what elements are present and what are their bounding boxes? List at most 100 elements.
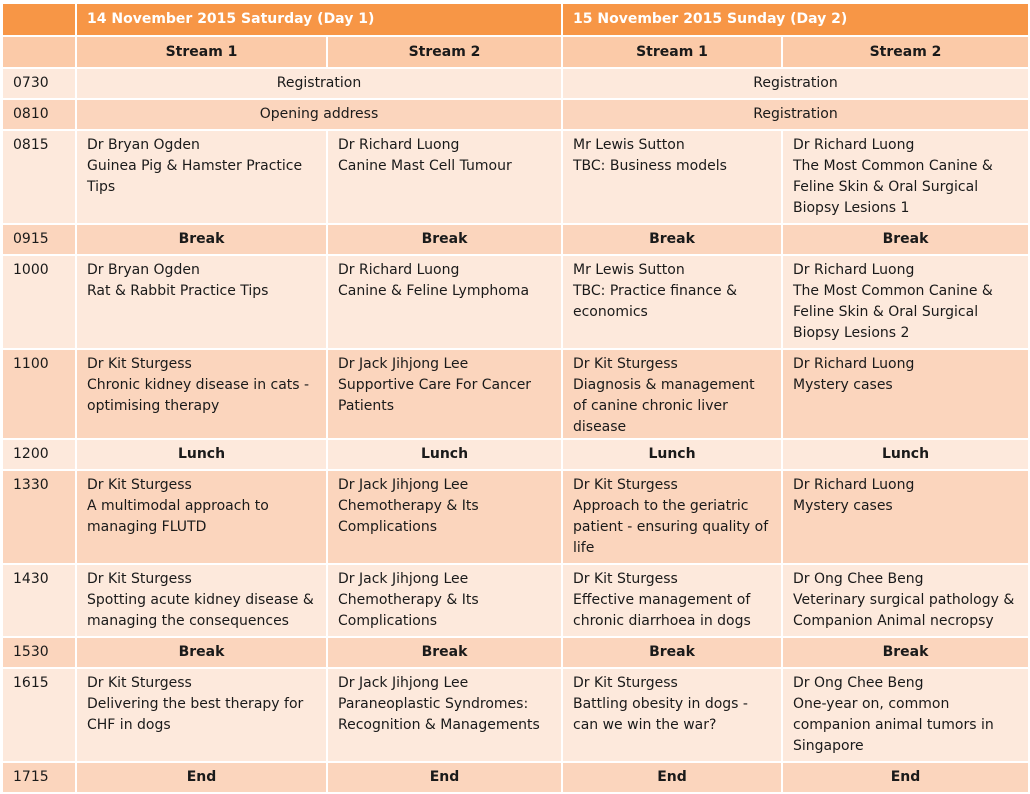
table-row: 0815 Dr Bryan Ogden Guinea Pig & Hamster … — [1, 129, 1030, 225]
session-cell: Dr Kit Sturgess Approach to the geriatric… — [561, 469, 783, 565]
topic: TBC: Business models — [573, 158, 727, 174]
session-cell: Dr Jack Jihjong Lee Chemotherapy & Its Co… — [326, 469, 563, 565]
speaker: Dr Kit Sturgess — [573, 356, 678, 372]
time-cell: 1100 — [1, 348, 77, 440]
time-cell: 0815 — [1, 129, 77, 225]
session-cell: Dr Richard Luong The Most Common Canine &… — [780, 129, 1030, 225]
break-cell: Break — [780, 223, 1030, 256]
session-cell: Dr Richard Luong Mystery cases — [780, 348, 1030, 440]
speaker: Dr Richard Luong — [338, 262, 460, 278]
stream-header: Stream 2 — [780, 35, 1030, 69]
speaker: Dr Richard Luong — [793, 262, 915, 278]
speaker: Dr Kit Sturgess — [573, 675, 678, 691]
break-cell: Break — [326, 636, 563, 669]
session-cell: Dr Kit Sturgess Battling obesity in dogs … — [561, 667, 783, 763]
break-cell: Break — [561, 223, 783, 256]
session-cell: Dr Kit Sturgess Diagnosis & management of… — [561, 348, 783, 440]
table-row: 1615 Dr Kit Sturgess Delivering the best … — [1, 667, 1030, 763]
speaker: Dr Bryan Ogden — [87, 262, 200, 278]
table-row: 0730 Registration Registration — [1, 67, 1030, 100]
time-cell: 1615 — [1, 667, 77, 763]
session-cell: Dr Kit Sturgess Spotting acute kidney dis… — [75, 563, 328, 638]
lunch-cell: Lunch — [561, 438, 783, 471]
time-cell: 1000 — [1, 254, 77, 350]
stream-header: Stream 1 — [75, 35, 328, 69]
table-row: 1000 Dr Bryan Ogden Rat & Rabbit Practice… — [1, 254, 1030, 350]
table-row: 1430 Dr Kit Sturgess Spotting acute kidne… — [1, 563, 1030, 638]
time-header — [1, 35, 77, 69]
lunch-cell: Lunch — [326, 438, 563, 471]
speaker: Dr Jack Jihjong Lee — [338, 675, 469, 691]
speaker: Dr Richard Luong — [338, 137, 460, 153]
break-cell: Break — [780, 636, 1030, 669]
speaker: Dr Kit Sturgess — [87, 477, 192, 493]
break-cell: Break — [561, 636, 783, 669]
speaker: Dr Kit Sturgess — [87, 356, 192, 372]
topic: Canine Mast Cell Tumour — [338, 158, 512, 174]
day1-header: 14 November 2015 Saturday (Day 1) — [75, 2, 563, 37]
topic: Veterinary surgical pathology & Companio… — [793, 592, 1015, 629]
time-cell: 1715 — [1, 761, 77, 794]
break-cell: Break — [75, 636, 328, 669]
time-cell: 1330 — [1, 469, 77, 565]
topic: Guinea Pig & Hamster Practice Tips — [87, 158, 303, 195]
speaker: Dr Richard Luong — [793, 356, 915, 372]
topic: The Most Common Canine & Feline Skin & O… — [793, 283, 993, 341]
topic: Chemotherapy & Its Complications — [338, 592, 479, 629]
topic: A multimodal approach to managing FLUTD — [87, 498, 269, 535]
session-cell: Dr Jack Jihjong Lee Paraneoplastic Syndro… — [326, 667, 563, 763]
time-cell: 0730 — [1, 67, 77, 100]
speaker: Mr Lewis Sutton — [573, 262, 685, 278]
session-cell: Dr Richard Luong Mystery cases — [780, 469, 1030, 565]
speaker: Dr Jack Jihjong Lee — [338, 571, 469, 587]
time-cell: 1530 — [1, 636, 77, 669]
speaker: Dr Richard Luong — [793, 477, 915, 493]
end-cell: End — [75, 761, 328, 794]
speaker: Dr Richard Luong — [793, 137, 915, 153]
corner-cell — [1, 2, 77, 37]
session-cell: Dr Jack Jihjong Lee Supportive Care For C… — [326, 348, 563, 440]
session-cell: Mr Lewis Sutton TBC: Practice finance & e… — [561, 254, 783, 350]
day-header-row: 14 November 2015 Saturday (Day 1) 15 Nov… — [1, 2, 1030, 37]
topic: Effective management of chronic diarrhoe… — [573, 592, 751, 629]
day1-merged-cell: Opening address — [75, 98, 563, 131]
table-row: 1100 Dr Kit Sturgess Chronic kidney disea… — [1, 348, 1030, 440]
session-cell: Dr Ong Chee Beng One-year on, common comp… — [780, 667, 1030, 763]
topic: The Most Common Canine & Feline Skin & O… — [793, 158, 993, 216]
day2-header: 15 November 2015 Sunday (Day 2) — [560, 2, 1030, 37]
table-row: 0810 Opening address Registration — [1, 98, 1030, 131]
end-cell: End — [326, 761, 563, 794]
time-cell: 1430 — [1, 563, 77, 638]
speaker: Dr Jack Jihjong Lee — [338, 477, 469, 493]
lunch-cell: Lunch — [75, 438, 328, 471]
topic: Supportive Care For Cancer Patients — [338, 377, 532, 414]
topic: Battling obesity in dogs - can we win th… — [573, 696, 748, 733]
session-cell: Dr Richard Luong Canine Mast Cell Tumour — [326, 129, 563, 225]
time-cell: 0915 — [1, 223, 77, 256]
day1-merged-cell: Registration — [75, 67, 563, 100]
speaker: Dr Kit Sturgess — [573, 477, 678, 493]
session-cell: Dr Kit Sturgess Chronic kidney disease in… — [75, 348, 328, 440]
time-cell: 1200 — [1, 438, 77, 471]
topic: Mystery cases — [793, 498, 893, 514]
speaker: Dr Bryan Ogden — [87, 137, 200, 153]
topic: Spotting acute kidney disease & managing… — [87, 592, 314, 629]
session-cell: Dr Jack Jihjong Lee Chemotherapy & Its Co… — [326, 563, 563, 638]
session-cell: Dr Richard Luong The Most Common Canine &… — [780, 254, 1030, 350]
end-cell: End — [780, 761, 1030, 794]
topic: Chronic kidney disease in cats - optimis… — [87, 377, 310, 414]
topic: TBC: Practice finance & economics — [573, 283, 738, 320]
stream-header: Stream 1 — [561, 35, 783, 69]
session-cell: Dr Bryan Ogden Rat & Rabbit Practice Tips — [75, 254, 328, 350]
topic: Approach to the geriatric patient - ensu… — [573, 498, 769, 556]
session-cell: Dr Kit Sturgess Delivering the best thera… — [75, 667, 328, 763]
session-cell: Dr Richard Luong Canine & Feline Lymphoma — [326, 254, 563, 350]
table-row: 1530 Break Break Break Break — [1, 636, 1030, 669]
topic: Paraneoplastic Syndromes: Recognition & … — [338, 696, 540, 733]
break-cell: Break — [326, 223, 563, 256]
speaker: Dr Kit Sturgess — [87, 571, 192, 587]
topic: One-year on, common companion animal tum… — [793, 696, 994, 754]
session-cell: Dr Kit Sturgess A multimodal approach to … — [75, 469, 328, 565]
break-cell: Break — [75, 223, 328, 256]
